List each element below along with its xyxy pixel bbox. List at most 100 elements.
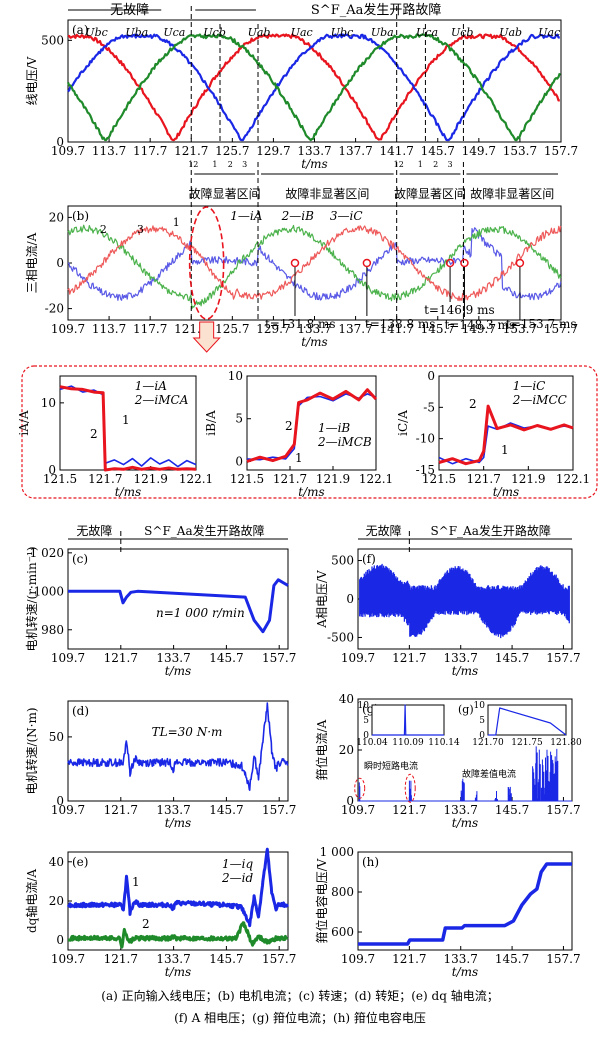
x-tick-label: 121.9 — [133, 472, 167, 486]
y-tick-label: 1 020 — [30, 546, 64, 560]
panel-g: 109.7 121.7 133.7 145.7 157.7 0 20 40 t/ms 箝位电流/A… — [314, 692, 582, 830]
x-tick-label: 121.9 — [511, 472, 545, 486]
annotation-text: t=148.3 ms — [444, 318, 515, 332]
x-tick-label: 113.7 — [92, 322, 126, 336]
x-tick-label: 121.7 — [392, 803, 426, 817]
x-tick-label: 117.7 — [133, 322, 167, 336]
figure-canvas: 109.7 113.7 117.7 121.7 125.7 129.7 133.7 137.7… — [17, 2, 598, 979]
segment-label: Uba — [125, 26, 148, 39]
y-tick-label: 40 — [49, 855, 64, 869]
x-tick-label: 157.7 — [262, 651, 296, 665]
y-tick-label: 500 — [331, 554, 354, 568]
x-tick-label: 121.7 — [466, 472, 500, 486]
x-tick-label: 133.7 — [156, 803, 190, 817]
caption-line-1: (a) 正向输入线电压；(b) 电机电流；(c) 转速；(d) 转矩；(e) d… — [101, 989, 499, 1003]
x-tick-label: 121.5 — [230, 472, 264, 486]
figure-caption: (a) 正向输入线电压；(b) 电机电流；(c) 转速；(d) 转矩；(e) d… — [0, 985, 600, 1029]
x-tick-label: 145.7 — [495, 952, 529, 966]
region-label: 故障显著区间 — [189, 186, 261, 201]
x-tick-label: 141.7 — [379, 144, 413, 158]
y-tick-label: 0 — [56, 794, 64, 808]
x-axis-label: t/ms — [165, 965, 191, 979]
y-axis-label: iB/A — [204, 410, 218, 436]
x-axis-label: t/ms — [452, 965, 478, 979]
inset-y-label: 10 — [474, 701, 486, 711]
x-tick-label: 109.7 — [341, 803, 375, 817]
inset-y-label: 5 — [479, 716, 485, 726]
panel-label: (c) — [72, 552, 88, 566]
x-tick-label: 109.7 — [51, 144, 85, 158]
y-axis-label: iC/A — [396, 410, 410, 436]
sub-sector-label: 12 — [394, 160, 404, 169]
y-tick-label: 40 — [339, 692, 354, 706]
annotation-text: 瞬时短路电流 — [364, 760, 418, 772]
panel-zoom1: 121.5 121.7 121.9 122.1 0 10 t/ms iA/A 1—iA2—iMC… — [17, 375, 213, 499]
legend-entry: 2—iMCC — [512, 393, 567, 407]
curve-number: 2 — [285, 419, 293, 433]
curve-number: 1 — [122, 413, 130, 427]
x-tick-label: 121.7 — [392, 651, 426, 665]
x-tick-label: 145.7 — [421, 322, 455, 336]
inset-y-label: 0 — [479, 731, 485, 741]
panel-zoom3: 121.5 121.7 121.9 122.1 -15 -10 -5 0 t/ms iC/A 1—i… — [396, 369, 590, 499]
y-tick-label: 800 — [331, 885, 354, 899]
y-axis-label: 箝位电容电压/V — [314, 858, 329, 943]
y-tick-label: 0 — [56, 256, 64, 270]
zero-cross-marker — [445, 258, 455, 268]
plot-frame — [246, 375, 377, 471]
y-tick-label: 0 — [346, 794, 354, 808]
x-tick-label: 133.7 — [156, 651, 190, 665]
y-tick-label: 1 000 — [320, 845, 354, 859]
y-tick-label: -20 — [45, 302, 64, 316]
x-tick-label: 133.7 — [156, 952, 190, 966]
panel-label: (d) — [72, 704, 89, 718]
segment-label: Uca — [416, 26, 438, 39]
y-tick-label: -500 — [327, 630, 354, 644]
legend-entry: 1—iA — [135, 379, 167, 393]
zero-cross-marker — [515, 258, 525, 268]
label-fault: S^F_Aa发生开路故障 — [430, 523, 550, 538]
x-tick-label: 109.7 — [341, 952, 375, 966]
y-axis-label: 三相电流/A — [25, 232, 39, 293]
zoom-container — [21, 365, 598, 499]
panel-a: 109.7 113.7 117.7 121.7 125.7 129.7 133.7 137.7… — [25, 2, 578, 171]
curve-number: 3 — [137, 223, 144, 236]
sub-sector-label: 12 — [188, 160, 198, 169]
legend-entry: 1—iB — [318, 421, 350, 435]
annotation-text: t=138.8 ms — [365, 317, 436, 331]
segment-label: Ubc — [331, 26, 353, 39]
annotation-text: TL=30 N·m — [152, 725, 223, 739]
caption-line-2: (f) A 相电压；(g) 箝位电流；(h) 箝位电容电压 — [174, 1011, 426, 1025]
inset-y-label: 5 — [363, 716, 369, 726]
inset-x-label: 110.14 — [428, 738, 460, 748]
y-tick-label: 20 — [339, 743, 354, 757]
clamp-current — [358, 746, 572, 802]
x-tick-label: 129.7 — [256, 144, 290, 158]
x-tick-label: 121.7 — [104, 651, 138, 665]
y-tick-label: 600 — [331, 925, 354, 939]
y-tick-label: 0 — [427, 369, 435, 383]
x-tick-label: 121.5 — [422, 472, 456, 486]
highlight — [354, 777, 366, 799]
x-tick-label: 145.7 — [209, 651, 243, 665]
x-tick-label: 121.7 — [392, 952, 426, 966]
segment-label: Uac — [291, 26, 313, 39]
legend-iq: 1—iq — [222, 857, 253, 871]
x-tick-label: 145.7 — [209, 803, 243, 817]
label-fault: S^F_Aa发生开路故障 — [311, 2, 441, 18]
x-tick-label: 133.7 — [444, 651, 478, 665]
x-tick-label: 121.7 — [174, 144, 208, 158]
y-tick-label: -5 — [423, 400, 435, 414]
segment-label: Ucb — [451, 26, 473, 39]
x-tick-label: 121.9 — [316, 472, 350, 486]
segment-label: Uba — [371, 26, 394, 39]
curve-number: 1 — [501, 443, 509, 457]
torque-curve — [67, 702, 289, 792]
region-label: 故障非显著区间 — [285, 186, 369, 201]
x-tick-label: 121.7 — [273, 472, 307, 486]
y-axis-label: 箝位电流/A — [314, 719, 329, 780]
y-tick-label: 5 — [235, 412, 243, 426]
x-tick-label: 133.7 — [444, 952, 478, 966]
x-axis-label: t/ms — [165, 664, 191, 678]
segment-label: Uab — [499, 26, 522, 39]
